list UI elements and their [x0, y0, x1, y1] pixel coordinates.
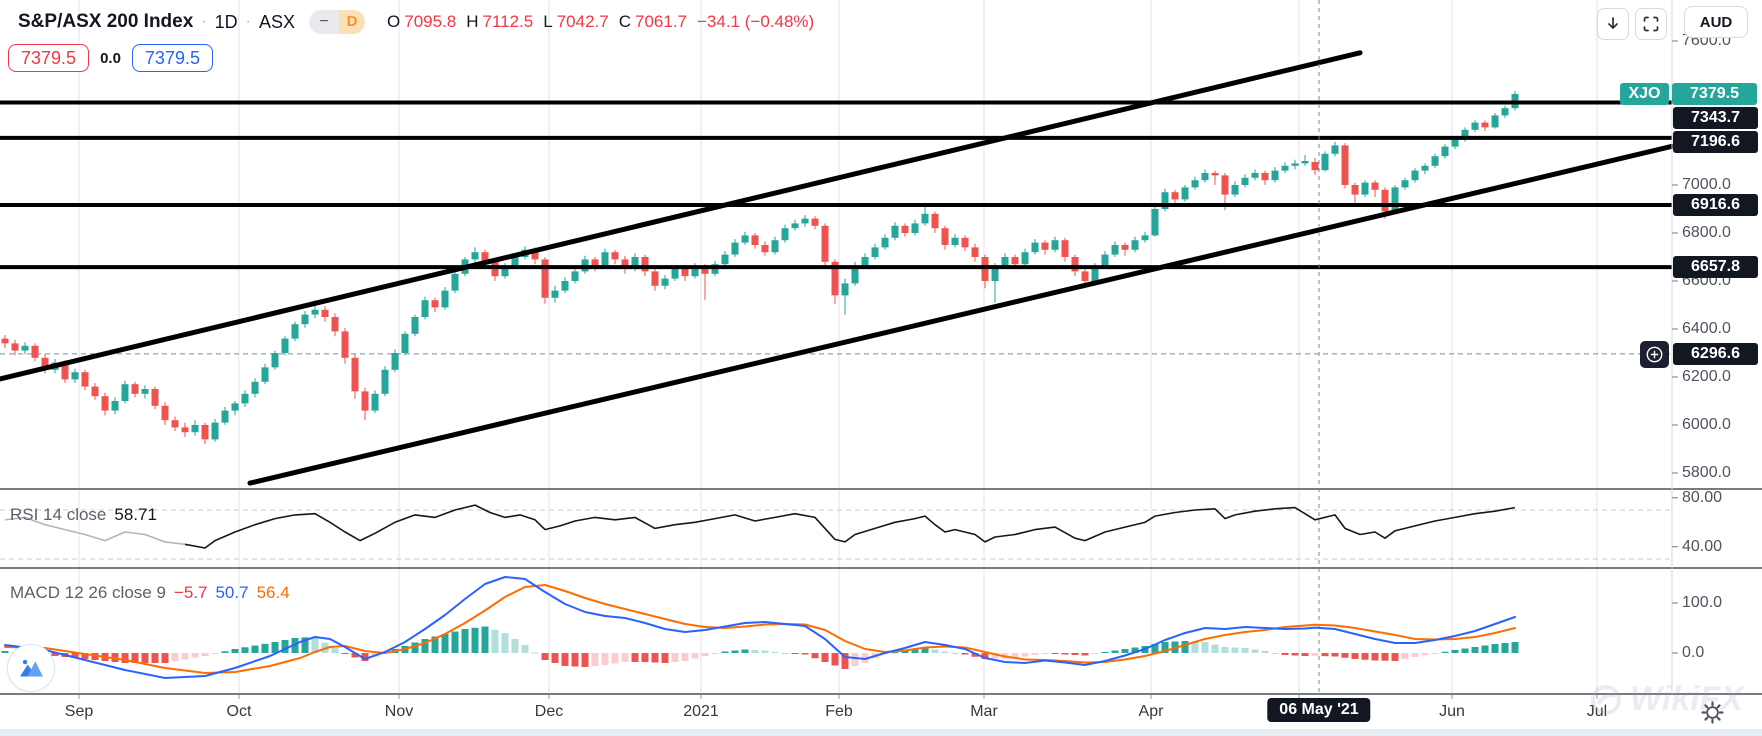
rsi-label[interactable]: RSI 14 close 58.71 [10, 505, 157, 525]
macd-axis-label: 100.0 [1682, 594, 1723, 611]
download-icon [1608, 17, 1618, 29]
time-axis-label: Jul [1586, 703, 1608, 720]
time-axis-label: Mar [970, 703, 998, 720]
time-axis-label: Sep [64, 703, 94, 720]
crosshair-date-badge: 06 May '21 [1267, 698, 1371, 722]
separator-dot: · [245, 13, 251, 30]
last-price-badge: XJO 7379.5 [1620, 82, 1757, 105]
price-level-badge: 6657.8 [1673, 256, 1758, 279]
open-label: O [387, 12, 401, 31]
open-value: 7095.8 [404, 12, 457, 31]
interval-badge[interactable]: D [339, 10, 365, 34]
chart-header: S&P/ASX 200 Index · 1D · ASX − D O 7095.8… [18, 10, 820, 34]
high-label: H [466, 12, 479, 31]
fullscreen-button[interactable] [1635, 8, 1667, 40]
price-axis-label: 5800.0 [1682, 464, 1731, 481]
symbol-badge: XJO [1620, 82, 1669, 105]
rsi-line-warmup [4, 516, 186, 546]
rsi-axis-label: 40.00 [1682, 537, 1723, 555]
trendline [247, 143, 1675, 486]
time-axis-label: 2021 [683, 703, 719, 720]
close-label: C [618, 12, 631, 31]
time-axis-label: Apr [1138, 703, 1164, 720]
price-axis-label: 6000.0 [1682, 416, 1731, 433]
macd-signal-value: 56.4 [256, 583, 290, 602]
gear-icon [1701, 701, 1724, 724]
spread-value: 0.0 [100, 49, 121, 67]
price-axis-label: 7000.0 [1682, 176, 1731, 193]
time-axis-label: Nov [384, 703, 414, 720]
rsi-line [184, 504, 1516, 549]
trendline [0, 50, 1363, 382]
axis-settings-icon[interactable] [1699, 699, 1726, 726]
interval-label[interactable]: 1D [214, 11, 238, 32]
sell-price-box[interactable]: 7379.5 [8, 44, 90, 72]
price-level-badge: 7196.6 [1673, 130, 1758, 153]
time-axis-label: Jun [1439, 703, 1465, 720]
quote-row: 7379.5 0.0 7379.5 [8, 44, 213, 72]
time-axis-label: Oct [226, 703, 252, 720]
time-axis-label: Feb [825, 703, 853, 720]
low-label: L [543, 12, 553, 31]
price-axis-label: 6400.0 [1682, 320, 1731, 337]
buy-price-box[interactable]: 7379.5 [131, 44, 213, 72]
collapse-icon[interactable]: − [309, 10, 339, 34]
macd-line [4, 576, 1516, 679]
download-button[interactable] [1597, 8, 1629, 40]
rsi-params: RSI 14 close [10, 505, 107, 524]
price-level-badge: 6296.6 [1673, 342, 1758, 365]
low-value: 7042.7 [556, 12, 609, 31]
high-value: 7112.5 [482, 12, 534, 31]
change-value: −34.1 (−0.48%) [697, 12, 815, 31]
price-axis-label: 6800.0 [1682, 224, 1731, 241]
macd-histogram [1, 626, 1519, 669]
macd-label[interactable]: MACD 12 26 close 9 −5.7 50.7 56.4 [10, 583, 290, 603]
interval-toggle[interactable]: − D [309, 10, 365, 34]
ohlc-readout: O 7095.8 H 7112.5 L 7042.7 C 7061.7 −34.1 (−… [387, 12, 820, 32]
last-price-value: 7379.5 [1672, 82, 1757, 105]
currency-button[interactable]: AUD [1684, 6, 1748, 38]
price-level-badge: 7343.7 [1673, 106, 1758, 129]
macd-axis-label: 0.0 [1682, 644, 1705, 661]
macd-hist-value: −5.7 [173, 583, 208, 602]
time-axis-label: Dec [534, 703, 564, 720]
close-value: 7061.7 [635, 12, 687, 31]
bottom-edge-strip [0, 729, 1762, 736]
rsi-value: 58.71 [114, 505, 157, 524]
circle-plus-icon [1646, 346, 1663, 363]
macd-line-value: 50.7 [215, 583, 249, 602]
price-level-badge: 6916.6 [1673, 194, 1758, 217]
fullscreen-icon [1643, 16, 1659, 32]
provider-logo-icon[interactable] [7, 644, 55, 692]
price-axis-label: 6200.0 [1682, 368, 1731, 385]
mountain-logo-icon [19, 659, 43, 677]
exchange-label: ASX [258, 11, 295, 32]
add-alert-plus-icon[interactable] [1640, 340, 1669, 368]
macd-signal-line [4, 584, 1516, 674]
symbol-title[interactable]: S&P/ASX 200 Index [18, 11, 194, 32]
separator-dot: · [201, 13, 207, 30]
rsi-axis-label: 80.00 [1682, 488, 1723, 506]
macd-params: MACD 12 26 close 9 [10, 583, 166, 602]
